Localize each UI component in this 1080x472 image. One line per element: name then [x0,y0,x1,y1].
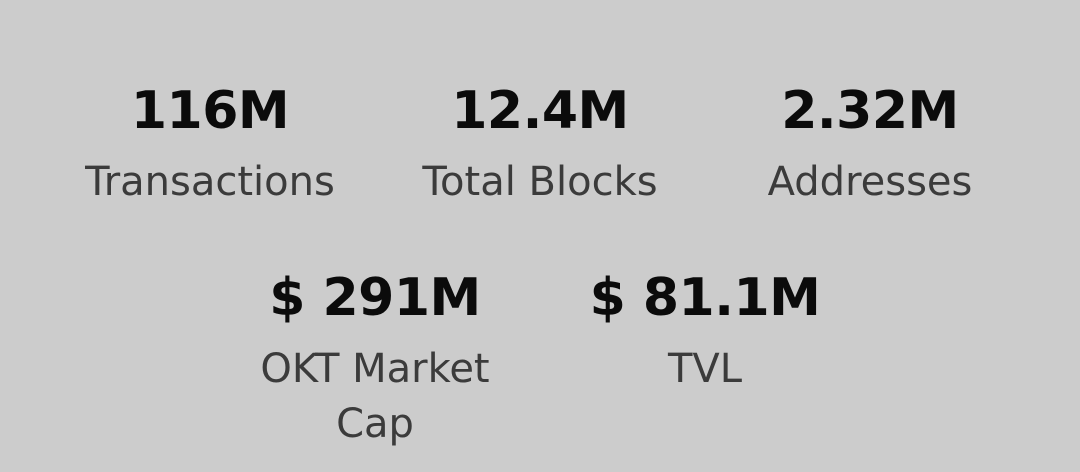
stat-label: TVL [667,346,743,392]
stat-value: $ 291M [269,268,481,328]
stat-transactions: 116M Transactions [80,83,340,210]
stat-value: 12.4M [451,81,629,141]
stat-label: OKT Market Cap [260,346,490,447]
stat-addresses: 2.32M Addresses [740,83,1000,210]
stat-label: Transactions [85,159,335,205]
stat-total-blocks: 12.4M Total Blocks [410,83,670,210]
stat-okt-market-cap: $ 291M OKT Market Cap [245,270,505,452]
stat-value: $ 81.1M [589,268,821,328]
stat-value: 116M [130,81,290,141]
stat-tvl: $ 81.1M TVL [575,270,835,397]
stat-value: 2.32M [781,81,959,141]
stat-label: Addresses [767,159,973,205]
stat-label: Total Blocks [422,159,658,205]
